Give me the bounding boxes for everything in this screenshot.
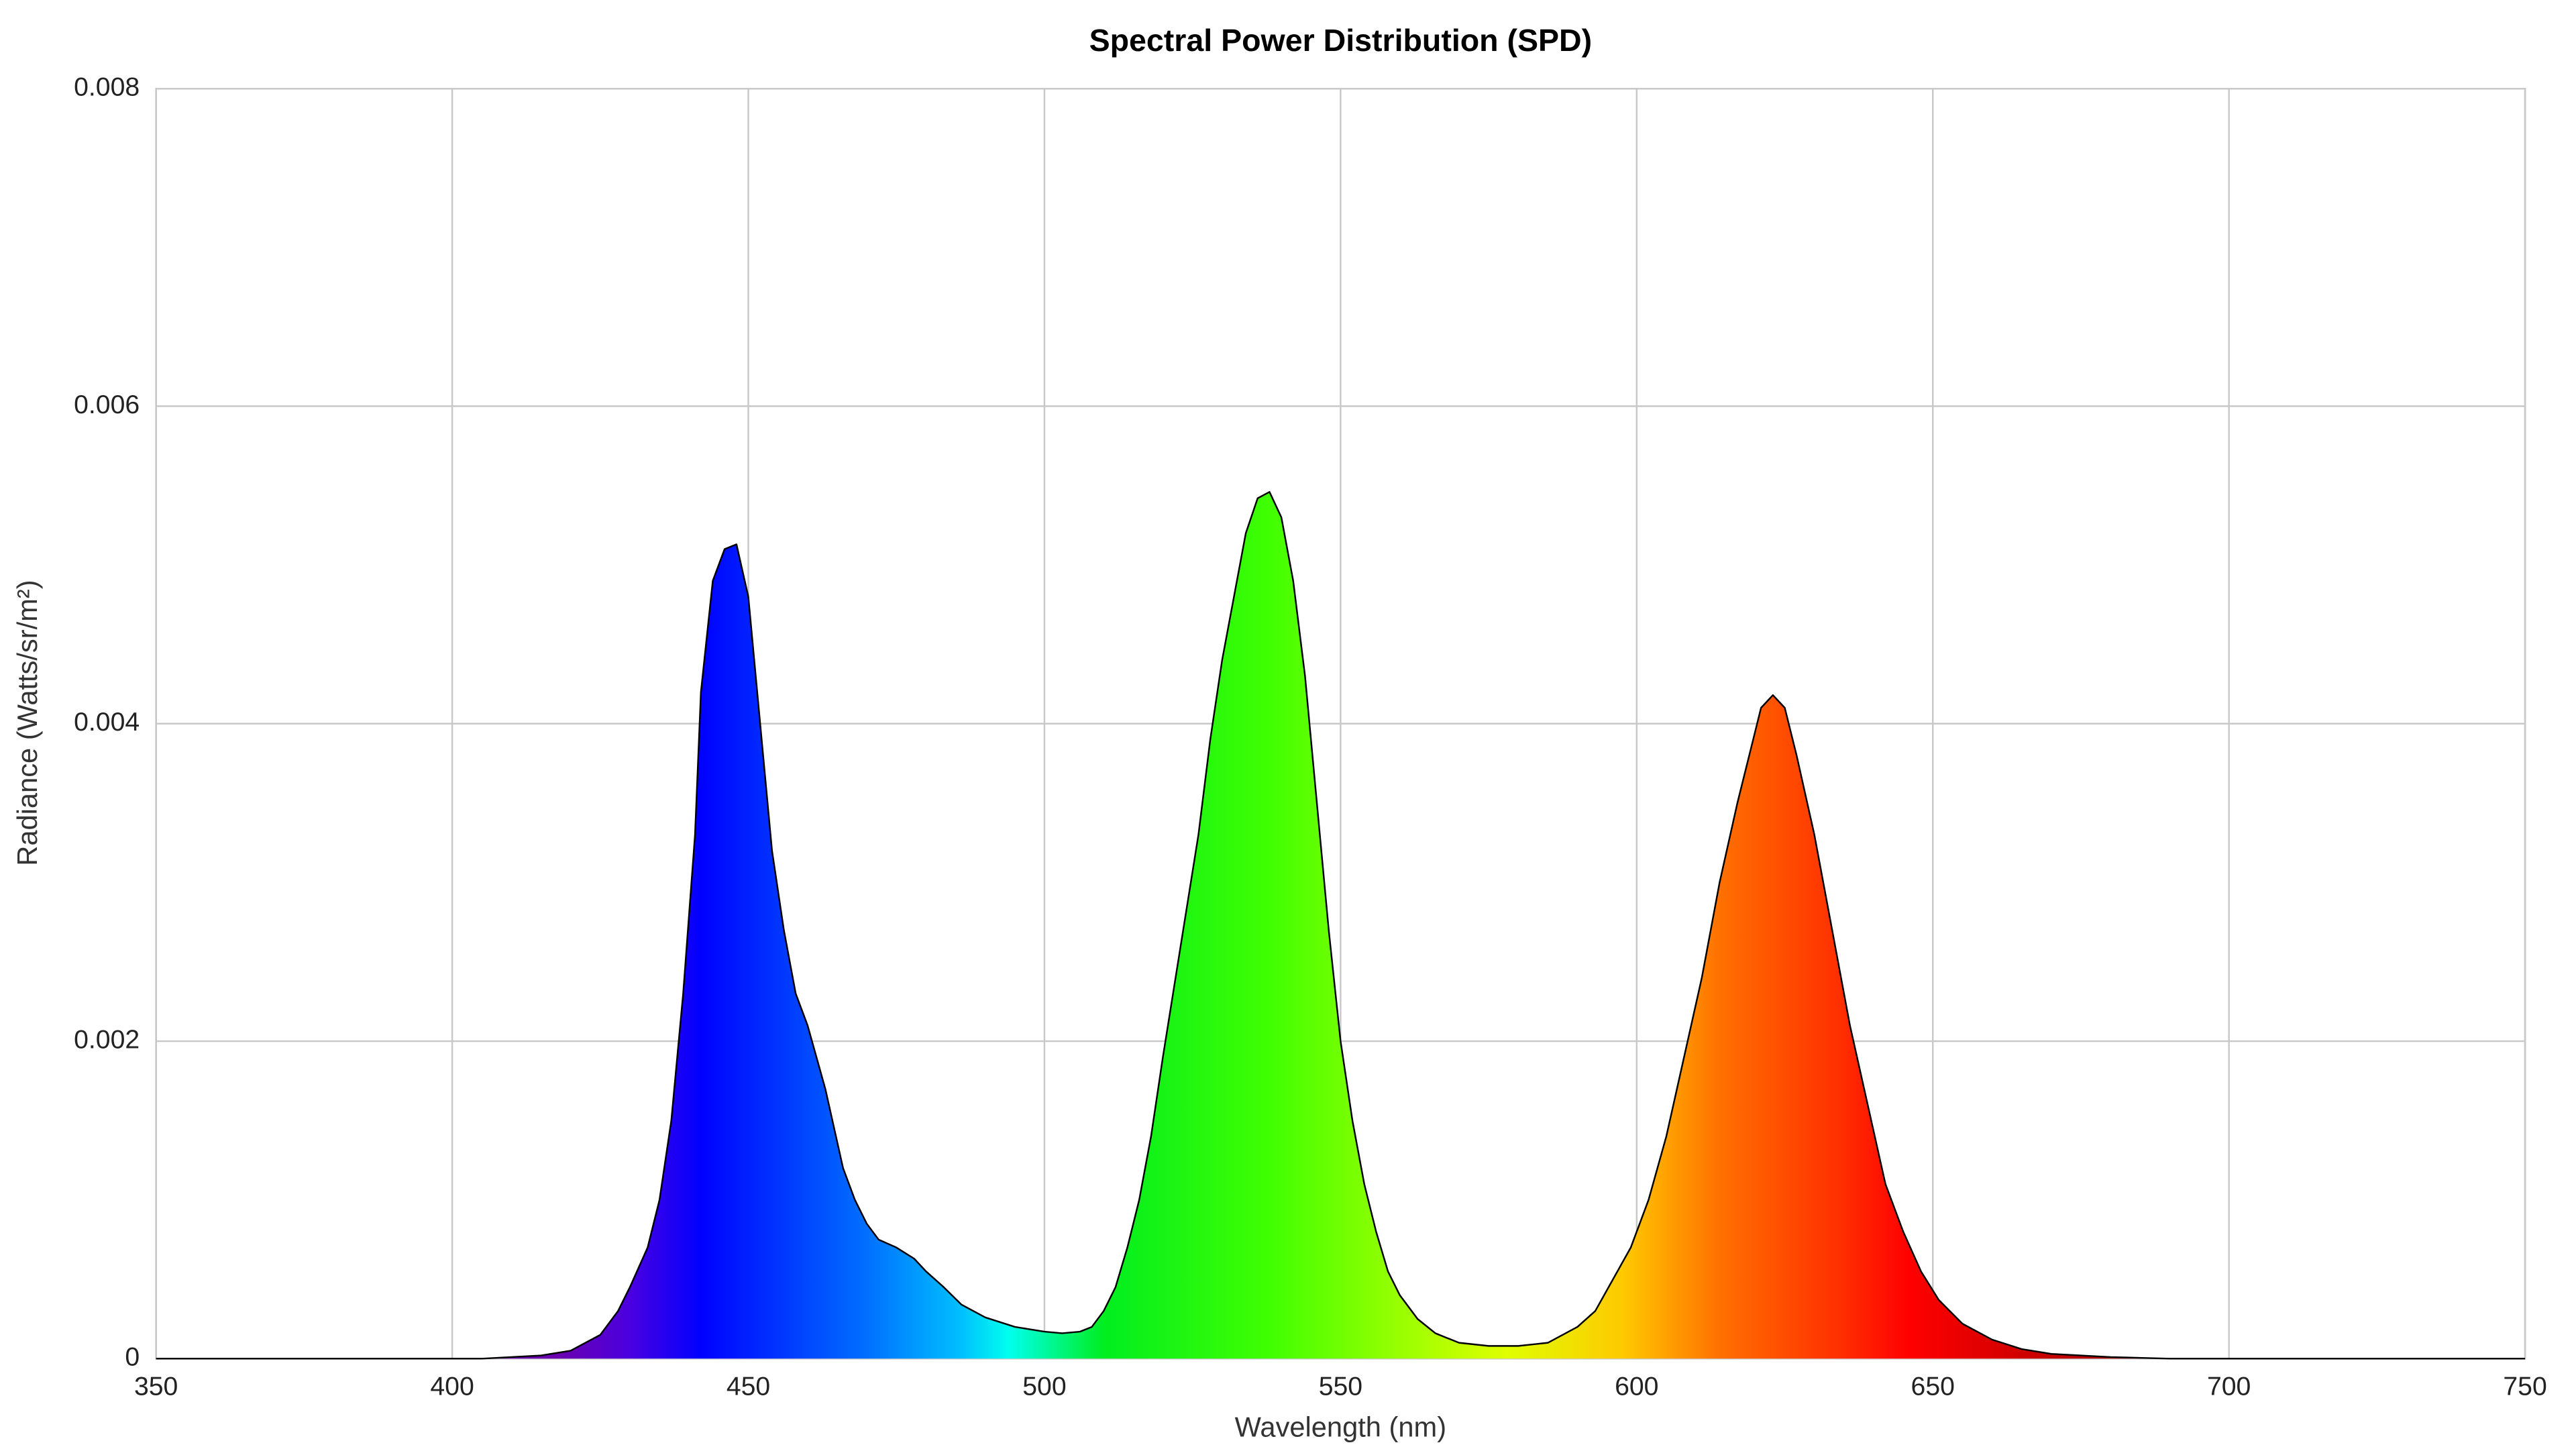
x-tick-label: 550: [1319, 1373, 1362, 1401]
spectrum-area: [156, 492, 2526, 1359]
spectrum-line: [156, 491, 2526, 1360]
y-tick-label: 0.006: [74, 390, 140, 419]
x-tick-label: 600: [1615, 1373, 1658, 1401]
chart-title: Spectral Power Distribution (SPD): [1089, 23, 1593, 58]
x-tick-label: 500: [1022, 1373, 1066, 1401]
y-tick-label: 0.004: [74, 708, 140, 737]
x-tick-label: 400: [430, 1373, 474, 1401]
x-tick-label: 750: [2503, 1373, 2546, 1401]
x-tick-label: 700: [2207, 1373, 2251, 1401]
y-tick-label: 0.002: [74, 1025, 140, 1054]
y-tick-label: 0: [125, 1343, 140, 1372]
y-tick-label: 0.008: [74, 73, 140, 102]
x-tick-label: 450: [727, 1373, 770, 1401]
x-axis-label: Wavelength (nm): [1235, 1411, 1446, 1443]
x-tick-label: 350: [134, 1373, 178, 1401]
x-tick-label: 650: [1911, 1373, 1955, 1401]
y-axis-label: Radiance (Watts/sr/m²): [11, 580, 43, 865]
